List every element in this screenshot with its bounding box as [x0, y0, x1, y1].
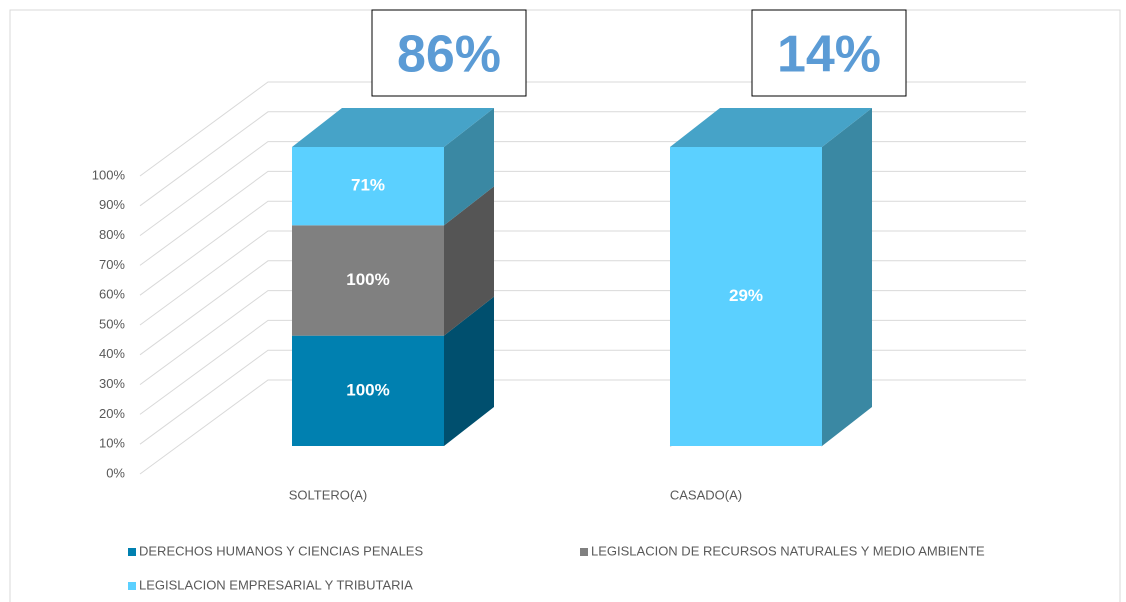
- bar-top: [292, 108, 494, 147]
- bar-front: [292, 335, 444, 446]
- data-label: 71%: [351, 176, 385, 195]
- data-label: 29%: [729, 286, 763, 305]
- x-tick-label: SOLTERO(A): [289, 487, 368, 502]
- y-tick-label: 30%: [99, 376, 125, 391]
- grid-line: [139, 260, 1026, 356]
- grid-line: [139, 379, 1026, 475]
- data-label: 100%: [346, 380, 389, 399]
- bar-side: [822, 108, 872, 446]
- legend-label: DERECHOS HUMANOS Y CIENCIAS PENALES: [139, 543, 423, 558]
- y-tick-label: 50%: [99, 316, 125, 331]
- y-tick-label: 90%: [99, 197, 125, 212]
- y-tick-label: 10%: [99, 436, 125, 451]
- annotation-box: [751, 9, 907, 97]
- bar-front: [292, 147, 444, 226]
- grid-line: [139, 141, 1026, 237]
- legend-label: LEGISLACION DE RECURSOS NATURALES Y MEDI…: [591, 543, 985, 558]
- bar-front: [670, 147, 822, 446]
- grid-line: [139, 111, 1026, 207]
- legend-label: LEGISLACION EMPRESARIAL Y TRIBUTARIA: [139, 577, 413, 592]
- y-tick-label: 60%: [99, 287, 125, 302]
- legend-marker: [128, 548, 136, 556]
- bar-side: [444, 186, 494, 336]
- annotation-box: [371, 9, 527, 97]
- annotation: 86%: [397, 26, 501, 84]
- y-tick-label: 40%: [99, 346, 125, 361]
- annotation: 14%: [777, 26, 881, 84]
- grid-line: [139, 349, 1026, 445]
- legend-marker: [128, 582, 136, 590]
- grid-line: [139, 319, 1026, 415]
- bar-side: [444, 108, 494, 226]
- bar-top: [670, 108, 872, 147]
- grid-line: [139, 230, 1026, 326]
- grid-line: [139, 290, 1026, 386]
- data-label: 100%: [346, 270, 389, 289]
- chart-frame: [9, 9, 1121, 602]
- grid-line: [139, 170, 1026, 266]
- grid-line: [139, 200, 1026, 296]
- y-tick-label: 20%: [99, 406, 125, 421]
- legend-marker: [580, 548, 588, 556]
- y-tick-label: 0%: [106, 465, 125, 480]
- y-tick-label: 100%: [92, 167, 126, 182]
- bar-side: [444, 296, 494, 446]
- y-tick-label: 70%: [99, 257, 125, 272]
- bar-front: [292, 225, 444, 336]
- x-tick-label: CASADO(A): [670, 487, 742, 502]
- y-tick-label: 80%: [99, 227, 125, 242]
